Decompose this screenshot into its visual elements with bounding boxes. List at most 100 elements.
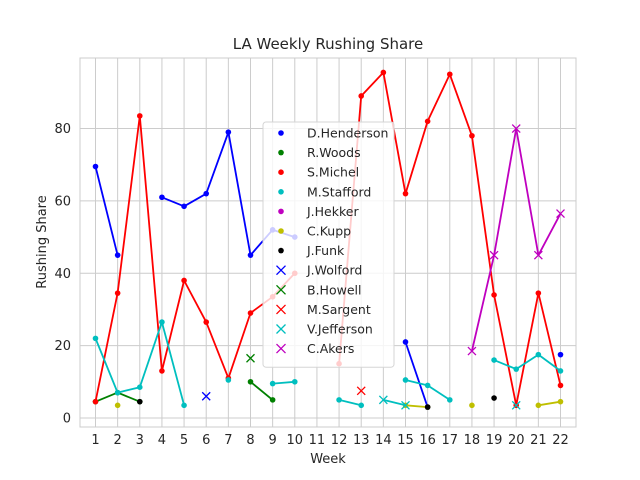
y-tick-label: 80 — [54, 122, 71, 137]
legend-marker — [278, 247, 284, 254]
data-point — [358, 402, 365, 409]
data-point — [557, 382, 564, 389]
axes-frame — [79, 57, 577, 428]
x-tick-label: 11 — [309, 433, 326, 448]
legend-item: J.Hekker — [278, 204, 359, 219]
legend-label: J.Funk — [306, 243, 345, 258]
data-point — [92, 398, 99, 405]
x-tick-label: 10 — [287, 433, 304, 448]
data-point — [92, 335, 99, 342]
legend-item: J.Wolford — [276, 263, 362, 278]
data-point — [424, 382, 431, 389]
y-tick-label: 0 — [63, 411, 71, 426]
x-tick-label: 14 — [375, 433, 392, 448]
data-point — [114, 402, 121, 409]
data-point — [114, 389, 121, 396]
x-marker — [356, 386, 366, 396]
data-point — [136, 113, 143, 119]
series-line — [249, 381, 274, 401]
series-m-sargent — [356, 386, 366, 396]
x-marker — [511, 400, 521, 410]
data-point — [247, 252, 254, 258]
data-point — [159, 368, 165, 374]
data-point — [159, 194, 165, 201]
y-tick-label: 40 — [54, 267, 71, 282]
data-point — [225, 377, 232, 383]
series-line — [272, 380, 295, 385]
data-point — [535, 402, 542, 409]
data-point — [535, 290, 542, 296]
data-point — [203, 319, 210, 325]
x-tick-label: 7 — [224, 433, 232, 448]
series-j-wolford — [201, 391, 211, 401]
x-tick-label: 5 — [180, 433, 188, 448]
x-tick-label: 2 — [114, 433, 122, 448]
data-point — [136, 384, 143, 391]
legend-marker — [278, 130, 284, 136]
series-layer — [92, 69, 565, 410]
data-point — [380, 69, 387, 76]
series-j-funk — [136, 395, 497, 410]
series-line — [405, 404, 428, 408]
legend-box — [262, 121, 395, 368]
data-point — [535, 351, 542, 358]
x-tick-label: 3 — [136, 433, 144, 448]
series-line — [338, 399, 362, 407]
legend-marker — [278, 149, 284, 156]
x-marker — [276, 284, 286, 295]
x-marker — [533, 250, 543, 260]
series-line — [94, 115, 296, 402]
legend-label: D.Henderson — [307, 126, 388, 141]
legend-item: C.Kupp — [278, 224, 351, 239]
series-v-jefferson — [378, 395, 521, 410]
x-marker — [489, 250, 499, 260]
series-line — [538, 400, 561, 407]
data-point — [557, 368, 564, 374]
data-point — [225, 129, 232, 135]
chart-title: LA Weekly Rushing Share — [233, 35, 423, 53]
legend-item: M.Stafford — [278, 184, 371, 199]
data-point — [181, 402, 187, 409]
legend-marker — [278, 208, 284, 215]
x-marker — [556, 209, 565, 219]
data-point — [136, 398, 143, 405]
x-axis-label: Week — [310, 452, 346, 467]
legend-label: B.Howell — [307, 282, 361, 297]
data-point — [247, 378, 254, 385]
legend-label: S.Michel — [307, 165, 359, 180]
data-point — [402, 377, 409, 383]
legend-item: D.Henderson — [278, 126, 388, 141]
x-tick-label: 15 — [397, 433, 414, 448]
data-point — [557, 351, 564, 358]
series-b-howell — [246, 353, 255, 363]
legend-label: R.Woods — [307, 145, 361, 160]
data-point — [203, 190, 210, 197]
x-tick-label: 19 — [486, 433, 503, 448]
legend-marker — [278, 169, 284, 175]
series-m-stafford — [92, 319, 564, 409]
x-tick-label: 9 — [269, 433, 277, 448]
legend-item: C.Akers — [276, 341, 354, 356]
x-axis-ticks: 1 2 3 4 5 6 7 8 9 10 11 12 13 14 15 16 17 18 19 20 21 22 — [91, 433, 568, 448]
legend-item: J.Funk — [278, 243, 345, 258]
legend-label: J.Hekker — [306, 204, 359, 219]
data-point — [557, 398, 564, 405]
x-marker — [276, 304, 286, 315]
x-marker — [378, 395, 388, 405]
x-tick-label: 13 — [353, 433, 370, 448]
x-tick-label: 4 — [158, 433, 166, 448]
data-point — [358, 93, 365, 99]
legend-label: C.Kupp — [307, 224, 351, 239]
x-marker — [401, 400, 410, 410]
series-c-akers — [467, 124, 565, 356]
legend-item: V.Jefferson — [276, 322, 373, 337]
data-point — [491, 357, 497, 363]
data-point — [491, 395, 497, 401]
legend-label: M.Sargent — [307, 302, 371, 317]
data-point — [469, 402, 475, 409]
data-point — [114, 252, 121, 258]
x-tick-label: 18 — [464, 433, 481, 448]
x-tick-label: 20 — [508, 433, 525, 448]
series-line — [383, 399, 406, 407]
